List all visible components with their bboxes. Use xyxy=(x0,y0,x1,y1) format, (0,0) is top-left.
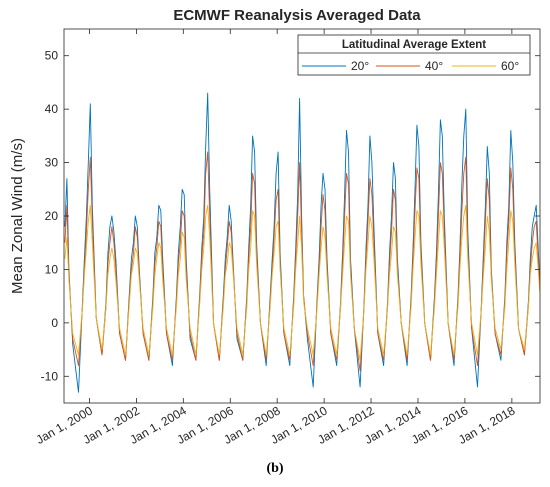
y-tick-label: 50 xyxy=(45,49,59,63)
y-tick-label: 0 xyxy=(51,316,58,330)
y-axis: -10 0 10 20 30 40 50 xyxy=(41,49,540,383)
series-line-60 xyxy=(64,204,541,361)
figure-caption: (b) xyxy=(266,461,283,476)
y-tick-label: 40 xyxy=(45,102,59,116)
y-tick-label: -10 xyxy=(41,369,59,383)
legend-label-40: 40° xyxy=(425,59,443,73)
legend: Latitudinal Average Extent 20° 40° 60° xyxy=(297,34,531,76)
legend-label-60: 60° xyxy=(501,59,519,73)
legend-label-20: 20° xyxy=(351,59,369,73)
y-tick-label: 30 xyxy=(45,156,59,170)
legend-title: Latitudinal Average Extent xyxy=(342,39,486,51)
series-layer xyxy=(64,92,541,393)
y-tick-label: 10 xyxy=(45,262,59,276)
chart-title: ECMWF Reanalysis Averaged Data xyxy=(173,7,421,24)
legend-box xyxy=(297,34,531,76)
y-axis-label: Mean Zonal Wind (m/s) xyxy=(9,138,26,294)
y-tick-label: 20 xyxy=(45,209,59,223)
